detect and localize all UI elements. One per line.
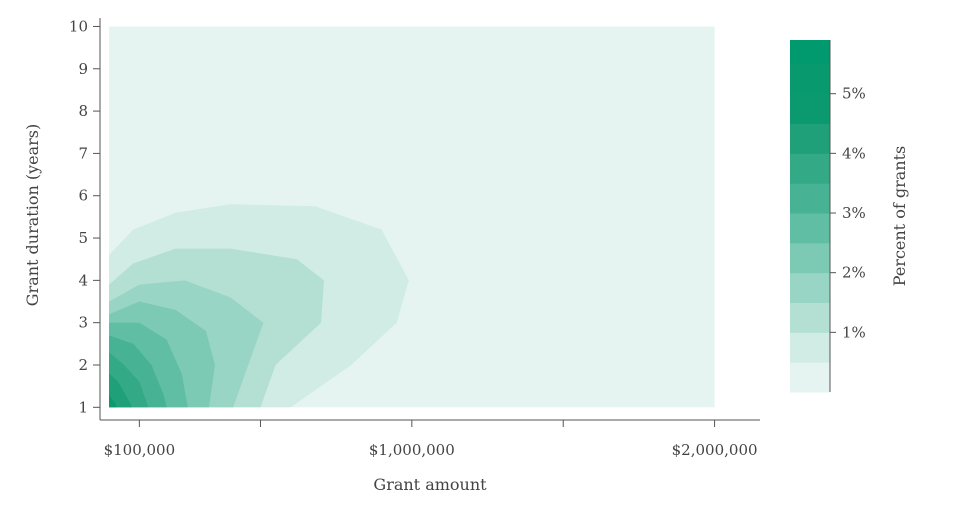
y-tick-label-2: 3 [78, 314, 88, 332]
x-tick-label-0: $100,000 [104, 441, 176, 459]
colorbar-bin-3 [790, 272, 830, 304]
colorbar-bin-2 [790, 302, 830, 333]
y-tick-label-5: 6 [78, 187, 88, 205]
colorbar-title: Percent of grants [890, 146, 909, 286]
colorbar-tick-label-1: 2% [842, 264, 866, 282]
y-tick-label-9: 10 [69, 17, 88, 35]
colorbar-tick-label-2: 3% [842, 204, 866, 222]
colorbar-bin-7 [790, 153, 830, 184]
colorbar-bin-4 [790, 242, 830, 274]
x-tick-label-4: $2,000,000 [672, 441, 758, 459]
plot-area [109, 26, 715, 408]
y-tick-label-1: 2 [78, 356, 88, 374]
colorbar-tick-label-3: 4% [842, 144, 866, 162]
colorbar: 1% 2% 3% 4% 5% [790, 40, 866, 393]
y-tick-label-8: 9 [78, 60, 88, 78]
colorbar-tick-label-4: 5% [842, 85, 866, 103]
colorbar-bin-8 [790, 123, 830, 154]
x-axis-title: Grant amount [373, 475, 487, 494]
colorbar-bin-5 [790, 213, 830, 244]
colorbar-bin-1 [790, 332, 830, 363]
colorbar-bin-11 [790, 40, 830, 65]
y-axis: 1 2 3 4 5 6 7 8 9 10 [69, 17, 101, 420]
x-axis: $100,000 $1,000,000 $2,000,000 [100, 419, 760, 459]
colorbar-bin-0 [790, 362, 830, 393]
colorbar-tick-label-0: 1% [842, 323, 866, 341]
y-tick-label-3: 4 [78, 271, 88, 289]
contour-level-7 [109, 373, 132, 408]
y-tick-label-4: 5 [78, 229, 88, 247]
y-tick-label-0: 1 [78, 398, 88, 416]
y-tick-label-7: 8 [78, 102, 88, 120]
x-tick-label-2: $1,000,000 [369, 441, 455, 459]
y-tick-label-6: 7 [78, 144, 88, 162]
y-axis-title: Grant duration (years) [23, 124, 42, 306]
colorbar-bin-10 [790, 63, 830, 95]
colorbar-bin-9 [790, 93, 830, 125]
contour-level-8 [109, 394, 117, 408]
colorbar-bin-6 [790, 183, 830, 214]
